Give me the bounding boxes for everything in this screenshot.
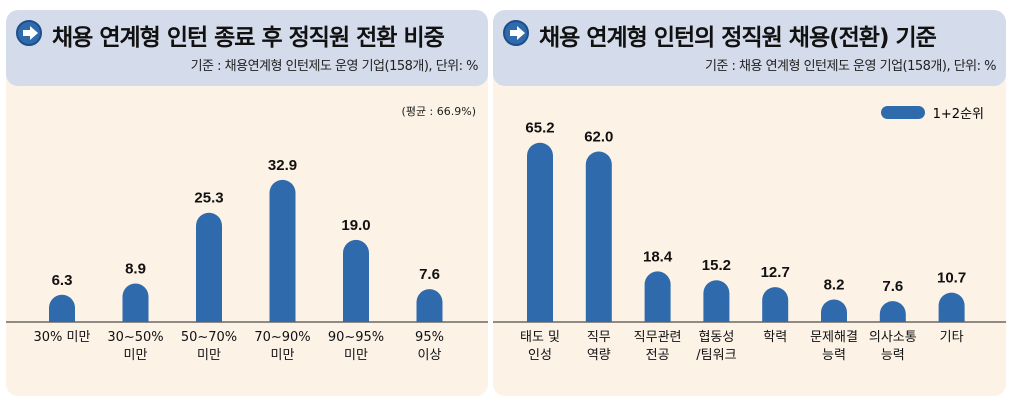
bar [269, 179, 296, 322]
tick-label: 90~95% [328, 330, 384, 345]
data-label: 10.7 [937, 270, 966, 287]
tick-label: 인성 [528, 348, 552, 363]
bar [49, 294, 75, 322]
bar [196, 212, 222, 322]
bar [703, 280, 730, 322]
tick-label: 30~50% [107, 330, 163, 345]
chart-subtitle: 기준 : 채용 연계형 인턴제도 운영 기업(158개), 단위: % [704, 59, 997, 74]
chart-subtitle: 기준 : 채용연계형 인턴제도 운영 기업(158개), 단위: % [190, 59, 479, 74]
chart-title: 채용 연계형 인턴의 정직원 채용(전환) 기준 [539, 25, 937, 51]
data-label: 7.6 [882, 278, 903, 295]
tick-label: 직무 [587, 330, 611, 345]
tick-label: 70~90% [254, 330, 310, 345]
chart-header: 채용 연계형 인턴의 정직원 채용(전환) 기준 기준 : 채용 연계형 인턴제… [493, 10, 1006, 86]
data-label: 62.0 [584, 129, 613, 146]
bar [585, 151, 612, 322]
bar [938, 292, 965, 322]
tick-label: 미만 [197, 348, 221, 363]
chart-title: 채용 연계형 인턴 종료 후 정직원 전환 비중 [52, 25, 445, 51]
tick-label: 미만 [124, 348, 148, 363]
tick-label: 50~70% [181, 330, 237, 345]
bar [762, 287, 789, 322]
left-chart-panel: 채용 연계형 인턴 종료 후 정직원 전환 비중 기준 : 채용연계형 인턴제도… [6, 10, 488, 396]
legend-swatch [880, 106, 925, 119]
bar [416, 289, 443, 322]
data-label: 32.9 [268, 157, 297, 174]
tick-label: 협동성 [698, 330, 734, 345]
bar [527, 142, 553, 322]
bar [122, 283, 149, 322]
arrow-right-icon [503, 20, 529, 46]
data-label: 8.2 [824, 276, 845, 293]
tick-label: 의사소통 [869, 330, 917, 345]
data-label: 25.3 [194, 190, 223, 207]
data-label: 65.2 [525, 120, 554, 137]
legend-label: 1+2순위 [932, 107, 984, 122]
tick-label: 기타 [940, 330, 964, 345]
tick-label: 30% 미만 [34, 330, 91, 345]
data-label: 18.4 [643, 248, 673, 265]
data-label: 19.0 [341, 217, 370, 234]
bar [821, 299, 847, 322]
tick-label: 전공 [646, 348, 670, 363]
tick-label: 능력 [822, 348, 846, 363]
tick-label: 역량 [587, 348, 611, 363]
data-label: 12.7 [761, 264, 790, 281]
data-label: 15.2 [702, 257, 731, 274]
tick-label: 태도 및 [520, 330, 560, 345]
tick-label: 문제해결 [810, 330, 858, 345]
chart-header: 채용 연계형 인턴 종료 후 정직원 전환 비중 기준 : 채용연계형 인턴제도… [6, 10, 488, 86]
legend: 1+2순위 [880, 103, 984, 122]
tick-label: 직무관련 [634, 330, 682, 345]
bar [879, 301, 906, 322]
data-label: 8.9 [125, 261, 146, 278]
data-label: 7.6 [419, 266, 440, 283]
tick-label: 학력 [763, 330, 787, 345]
arrow-right-icon [16, 20, 42, 46]
bar-chart-conversion-ratio: 6.3 30% 미만 8.9 30~50% 미만 25.3 50~70% 미만 32.9 70~9… [6, 157, 488, 363]
right-chart-panel: 채용 연계형 인턴의 정직원 채용(전환) 기준 기준 : 채용 연계형 인턴제… [493, 10, 1006, 396]
bar [343, 239, 369, 322]
data-label: 6.3 [52, 272, 73, 289]
tick-label: 미만 [271, 348, 295, 363]
tick-label: 이상 [418, 348, 442, 363]
tick-label: 미만 [344, 348, 368, 363]
tick-label: 능력 [881, 348, 905, 363]
bar [644, 271, 671, 322]
tick-label: 95% [415, 330, 444, 345]
average-note: (평균 : 66.9%) [401, 105, 476, 118]
tick-label: /팀워크 [696, 348, 736, 363]
